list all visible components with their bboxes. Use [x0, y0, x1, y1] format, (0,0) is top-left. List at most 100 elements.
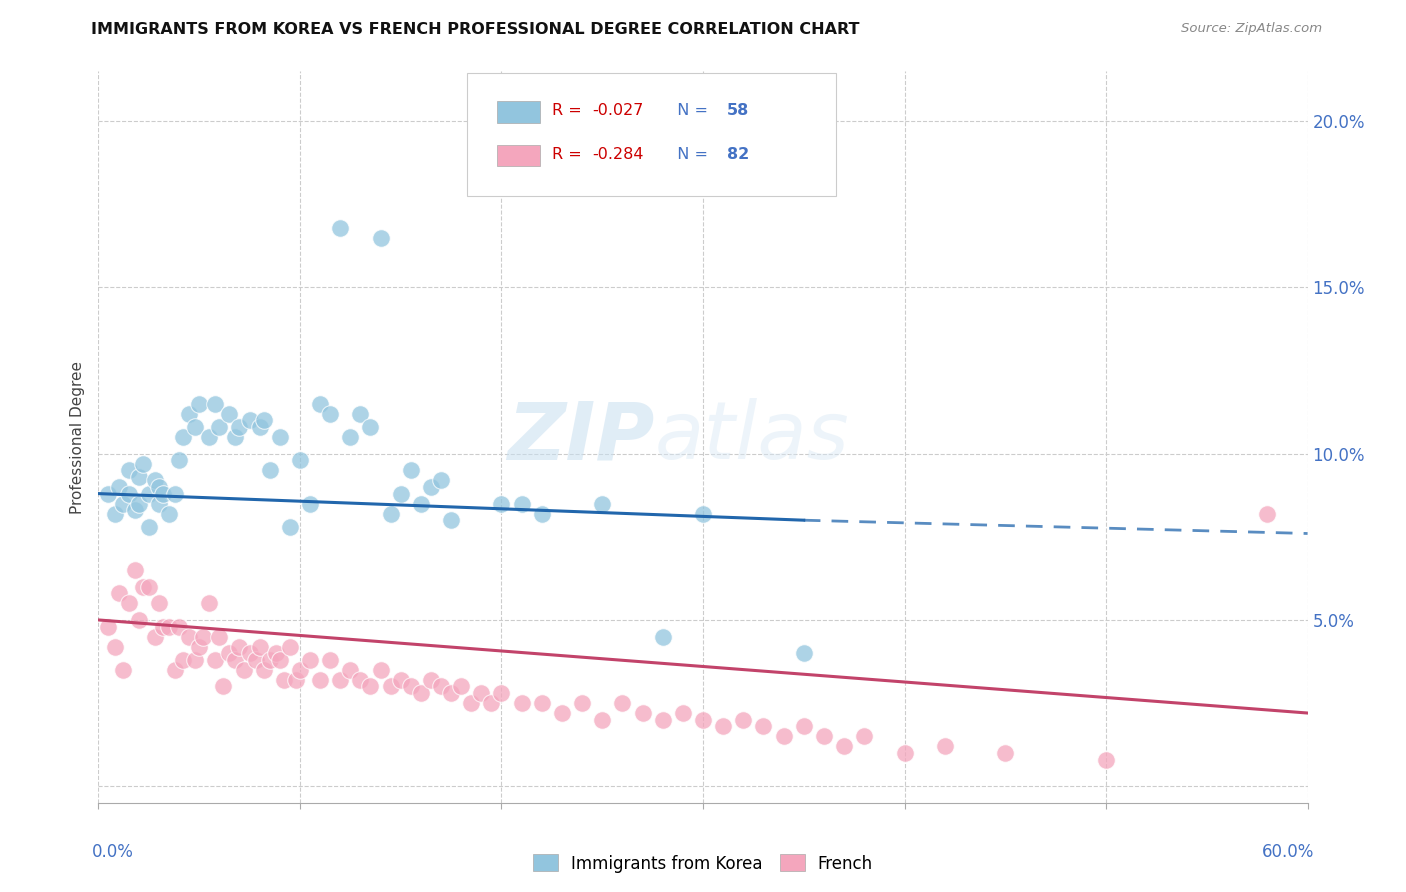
Point: [994, 746, 1017, 760]
Point: [224, 430, 246, 444]
Point: [152, 486, 174, 500]
Point: [198, 430, 221, 444]
Point: [329, 673, 352, 687]
Point: [370, 663, 392, 677]
Text: N =: N =: [666, 103, 713, 118]
Point: [491, 686, 513, 700]
Point: [309, 673, 332, 687]
Point: [148, 480, 170, 494]
Point: [97, 619, 120, 633]
Point: [288, 663, 311, 677]
Point: [440, 513, 463, 527]
Point: [651, 713, 673, 727]
Point: [409, 497, 432, 511]
Point: [128, 470, 150, 484]
Text: 58: 58: [727, 103, 749, 118]
Text: atlas: atlas: [655, 398, 849, 476]
Point: [179, 630, 201, 644]
Point: [193, 630, 215, 644]
Point: [188, 640, 211, 654]
Point: [278, 520, 301, 534]
Point: [118, 463, 141, 477]
Point: [128, 613, 150, 627]
Point: [752, 719, 775, 733]
Text: -0.027: -0.027: [592, 103, 643, 118]
Point: [107, 586, 129, 600]
Point: [430, 680, 453, 694]
Point: [138, 580, 160, 594]
Point: [793, 646, 815, 660]
Point: [103, 640, 125, 654]
Point: [198, 596, 221, 610]
Point: [245, 653, 267, 667]
Point: [128, 497, 150, 511]
Point: [157, 507, 180, 521]
Point: [239, 646, 262, 660]
Point: [299, 497, 322, 511]
Point: [138, 520, 160, 534]
Point: [188, 397, 211, 411]
Point: [360, 420, 382, 434]
Point: [148, 497, 170, 511]
Point: [157, 619, 180, 633]
Text: N =: N =: [666, 146, 713, 161]
Point: [208, 420, 231, 434]
Point: [259, 653, 281, 667]
Point: [107, 480, 129, 494]
Point: [273, 673, 295, 687]
Point: [380, 680, 402, 694]
Point: [389, 486, 412, 500]
Point: [692, 507, 714, 521]
Point: [172, 653, 194, 667]
Point: [118, 486, 141, 500]
Point: [672, 706, 695, 720]
Point: [309, 397, 332, 411]
Point: [1095, 753, 1118, 767]
Point: [118, 596, 141, 610]
Text: R =: R =: [551, 103, 586, 118]
Point: [772, 729, 794, 743]
Point: [319, 653, 342, 667]
Point: [124, 503, 146, 517]
Point: [460, 696, 482, 710]
Point: [143, 473, 166, 487]
Text: 0.0%: 0.0%: [91, 843, 134, 861]
Text: R =: R =: [551, 146, 586, 161]
Point: [339, 430, 361, 444]
Point: [692, 713, 714, 727]
Point: [184, 653, 207, 667]
Point: [232, 663, 254, 677]
Point: [184, 420, 207, 434]
Point: [218, 646, 240, 660]
Point: [208, 630, 231, 644]
Point: [148, 596, 170, 610]
Point: [204, 397, 226, 411]
Point: [339, 663, 361, 677]
Point: [551, 706, 574, 720]
Point: [228, 420, 250, 434]
Point: [420, 673, 443, 687]
Text: 60.0%: 60.0%: [1263, 843, 1315, 861]
Point: [389, 673, 412, 687]
Point: [470, 686, 492, 700]
Point: [269, 430, 291, 444]
FancyBboxPatch shape: [467, 73, 837, 195]
Point: [249, 420, 271, 434]
Point: [349, 407, 371, 421]
Point: [1256, 507, 1278, 521]
Point: [163, 486, 186, 500]
Point: [813, 729, 835, 743]
Point: [591, 497, 613, 511]
FancyBboxPatch shape: [498, 145, 540, 167]
Point: [132, 457, 155, 471]
Point: [132, 580, 155, 594]
Point: [853, 729, 876, 743]
Point: [409, 686, 432, 700]
Point: [138, 486, 160, 500]
Point: [163, 663, 186, 677]
Point: [420, 480, 443, 494]
Text: Source: ZipAtlas.com: Source: ZipAtlas.com: [1181, 22, 1322, 36]
Point: [893, 746, 915, 760]
Text: 82: 82: [727, 146, 749, 161]
Point: [481, 696, 503, 710]
